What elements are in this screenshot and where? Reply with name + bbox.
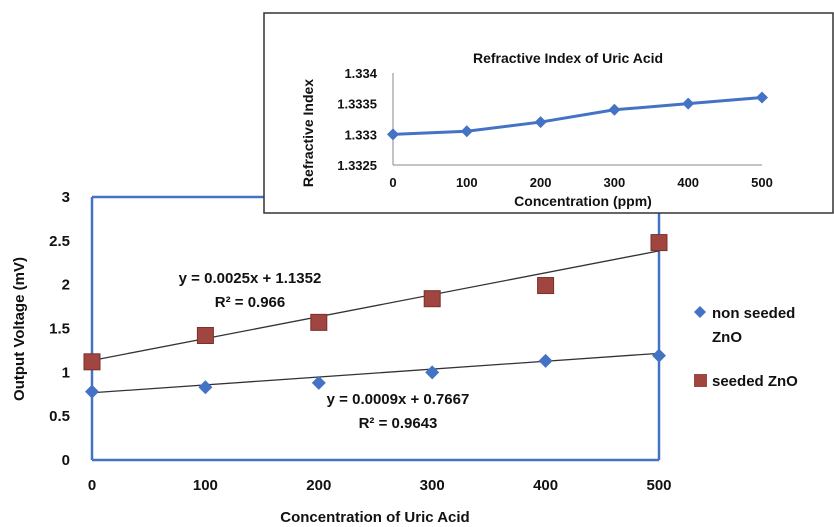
main-x-tick-labels: 0 100 200 300 400 500 <box>88 477 672 494</box>
point-seeded-ZnO <box>650 234 668 252</box>
inset-point <box>756 91 768 104</box>
legend: non seeded ZnO seeded ZnO <box>694 305 798 390</box>
inset-point <box>534 116 547 129</box>
inset-chart: Refractive Index of Uric Acid 1.33251.33… <box>263 12 834 214</box>
main-y-tick-label: 1 <box>62 364 70 381</box>
point-non-seeded-ZnO <box>198 380 213 395</box>
point-seeded-ZnO <box>423 290 441 308</box>
point-non-seeded-ZnO <box>311 375 326 390</box>
inset-x-tick-label: 400 <box>677 175 699 190</box>
main-y-tick-labels: 0 0.5 1 1.5 2 2.5 3 <box>49 189 70 469</box>
inset-point <box>682 97 695 110</box>
point-non-seeded-ZnO <box>85 384 99 399</box>
legend-marker-seeded <box>694 374 707 387</box>
inset-x-tick-label: 100 <box>456 175 478 190</box>
point-seeded-ZnO <box>196 327 214 345</box>
inset-y-axis-title: Refractive Index <box>300 79 316 187</box>
seeded-trend-equation: y = 0.0025x + 1.1352 <box>179 270 322 287</box>
main-y-tick-label: 2.5 <box>49 233 70 250</box>
inset-data-line <box>387 91 768 141</box>
inset-point <box>608 103 621 116</box>
main-chart: 0 0.5 1 1.5 2 2.5 3 0 100 200 300 400 500 Concentra… <box>11 189 672 526</box>
legend-label-nonseeded-line2: ZnO <box>712 329 742 346</box>
main-y-tick-label: 2 <box>62 277 70 294</box>
inset-frame <box>263 12 834 214</box>
main-y-tick-label: 0 <box>62 452 70 469</box>
legend-label-seeded: seeded ZnO <box>712 373 798 390</box>
main-x-tick-label: 200 <box>306 477 331 494</box>
main-x-tick-label: 500 <box>646 477 671 494</box>
legend-label-nonseeded-line1: non seeded <box>712 305 795 322</box>
inset-x-tick-label: 0 <box>389 175 396 190</box>
inset-y-tick-label: 1.3325 <box>337 158 377 173</box>
main-trendlines <box>91 250 660 394</box>
point-seeded-ZnO <box>537 277 555 295</box>
inset-y-tick-label: 1.334 <box>344 66 377 81</box>
inset-point <box>387 128 399 141</box>
trendline-non-seeded-ZnO <box>91 352 660 394</box>
main-y-tick-label: 3 <box>62 189 70 206</box>
main-y-tick-label: 0.5 <box>49 408 70 425</box>
main-x-axis-title: Concentration of Uric Acid <box>280 509 469 526</box>
point-non-seeded-ZnO <box>538 353 553 368</box>
point-non-seeded-ZnO <box>425 365 440 380</box>
seeded-trend-r2: R² = 0.966 <box>215 294 285 311</box>
main-x-tick-label: 300 <box>420 477 445 494</box>
trendline-seeded-ZnO <box>91 250 660 362</box>
inset-x-tick-label: 300 <box>604 175 626 190</box>
inset-point <box>460 125 473 138</box>
legend-marker-nonseeded <box>694 306 706 318</box>
inset-y-tick-labels: 1.3325 1.333 1.3335 1.334 <box>337 66 378 173</box>
inset-x-tick-label: 500 <box>751 175 773 190</box>
inset-y-tick-label: 1.333 <box>344 127 377 142</box>
main-x-tick-label: 0 <box>88 477 96 494</box>
inset-x-axis-title: Concentration (ppm) <box>514 193 652 209</box>
main-y-axis-title: Output Voltage (mV) <box>11 257 28 401</box>
main-x-tick-label: 100 <box>193 477 218 494</box>
point-non-seeded-ZnO <box>652 348 666 363</box>
main-data-points <box>83 234 668 399</box>
inset-y-tick-label: 1.3335 <box>337 97 377 112</box>
inset-series-line <box>392 96 763 136</box>
point-seeded-ZnO <box>83 353 101 371</box>
inset-x-tick-label: 200 <box>530 175 552 190</box>
point-seeded-ZnO <box>310 313 328 331</box>
inset-x-tick-labels: 0 100 200 300 400 500 <box>389 175 772 190</box>
main-x-tick-label: 400 <box>533 477 558 494</box>
nonseeded-trend-equation: y = 0.0009x + 0.7667 <box>327 391 470 408</box>
nonseeded-trend-r2: R² = 0.9643 <box>359 415 438 432</box>
main-y-tick-label: 1.5 <box>49 321 70 338</box>
inset-title: Refractive Index of Uric Acid <box>473 50 663 66</box>
